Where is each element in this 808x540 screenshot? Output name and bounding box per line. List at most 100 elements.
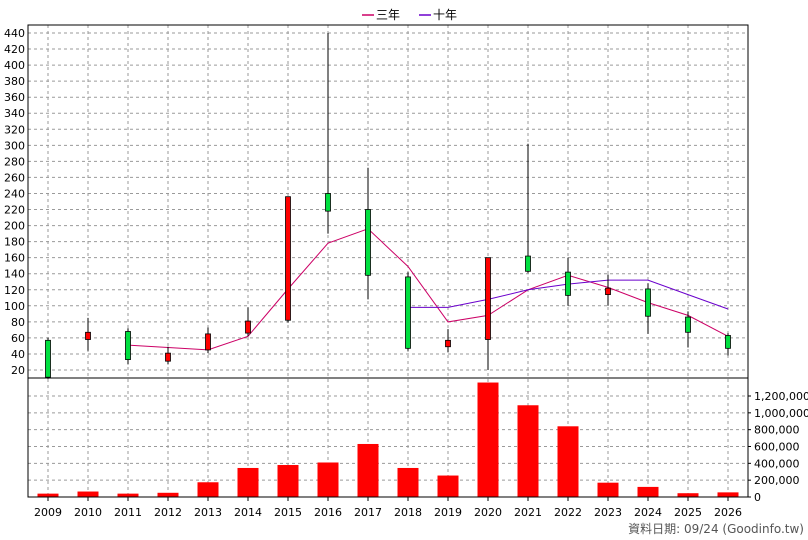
candle-body-2012 [165, 352, 171, 362]
price-tick-label: 160 [4, 252, 25, 265]
candle-2022 [565, 257, 571, 306]
price-tick-label: 240 [4, 187, 25, 200]
candle-body-2024 [645, 288, 651, 317]
price-tick-label: 360 [4, 91, 25, 104]
x-tick-label-2021: 2021 [514, 506, 542, 519]
volume-bar-2012 [157, 492, 179, 497]
candle-2024 [645, 283, 651, 334]
candle-2020 [485, 257, 491, 370]
volume-bar-2010 [77, 491, 99, 497]
chart-legend: 三年 十年 [362, 8, 457, 22]
legend-label-1: 十年 [433, 8, 457, 22]
candle-2019 [445, 329, 451, 353]
candle-body-2025 [685, 316, 691, 333]
price-tick-label: 420 [4, 43, 25, 56]
candle-2021 [525, 143, 531, 273]
price-tick-label: 40 [11, 348, 25, 361]
price-tick-label: 340 [4, 107, 25, 120]
x-tick-label-2009: 2009 [34, 506, 62, 519]
price-tick-label: 200 [4, 220, 25, 233]
price-tick-label: 260 [4, 171, 25, 184]
x-tick-label-2018: 2018 [394, 506, 422, 519]
volume-bar-2021 [517, 405, 539, 497]
candle-2013 [205, 327, 211, 354]
volume-bar-2024 [637, 486, 659, 497]
price-tick-label: 280 [4, 155, 25, 168]
x-axis: 2009 2010 2011 2012 2013 2014 2015 2016 2017 2018… [28, 496, 748, 519]
x-tick-label-2024: 2024 [634, 506, 662, 519]
candle-2009 [45, 337, 51, 379]
volume-bar-2020 [477, 382, 499, 497]
x-tick-label-2013: 2013 [194, 506, 222, 519]
candle-body-2020 [485, 257, 491, 340]
price-tick-label: 80 [11, 316, 25, 329]
candle-body-2019 [445, 339, 451, 348]
price-tick-label: 20 [11, 364, 25, 377]
x-tick-label-2015: 2015 [274, 506, 302, 519]
price-tick-label: 140 [4, 268, 25, 281]
candle-body-2023 [605, 287, 611, 295]
candle-2017 [365, 167, 371, 300]
candle-body-2011 [125, 331, 131, 360]
volume-bar-2026 [717, 492, 739, 497]
price-tick-label: 320 [4, 123, 25, 136]
price-tick-label: 400 [4, 59, 25, 72]
candle-body-2026 [725, 335, 731, 349]
candle-2016 [325, 33, 331, 234]
price-tick-label: 120 [4, 284, 25, 297]
volume-bar-2011 [117, 493, 139, 497]
volume-bar-2014 [237, 467, 259, 497]
price-tick-label: 180 [4, 236, 25, 249]
candle-body-2018 [405, 276, 411, 349]
x-tick-label-2020: 2020 [474, 506, 502, 519]
volume-tick-label: 600,000 [754, 441, 800, 454]
volume-tick-label: 0 [754, 491, 761, 504]
volume-bar-2022 [557, 426, 579, 497]
x-tick-label-2016: 2016 [314, 506, 342, 519]
candle-body-2016 [325, 193, 331, 212]
candle-2014 [245, 307, 251, 337]
price-tick-label: 100 [4, 300, 25, 313]
x-tick-label-2019: 2019 [434, 506, 462, 519]
volume-bar-2018 [397, 467, 419, 497]
price-tick-label: 300 [4, 139, 25, 152]
candle-2012 [165, 346, 171, 365]
x-tick-label-2026: 2026 [714, 506, 742, 519]
candle-body-2021 [525, 255, 531, 272]
volume-panel: 0 200,000 400,000 600,000 800,000 1,000,000 1,… [27, 377, 808, 504]
price-tick-label: 440 [4, 27, 25, 40]
x-tick-label-2011: 2011 [114, 506, 142, 519]
price-panel: 20 40 60 80 100 120 140 160 180 200 220 240 260 280 30… [4, 24, 749, 497]
price-tick-label: 60 [11, 332, 25, 345]
x-tick-label-2025: 2025 [674, 506, 702, 519]
volume-tick-label: 1,200,000 [754, 390, 808, 403]
candle-body-2009 [45, 339, 51, 378]
volume-bar-2015 [277, 465, 299, 497]
candle-body-2015 [285, 196, 291, 321]
x-tick-label-2022: 2022 [554, 506, 582, 519]
candle-2023 [605, 274, 611, 306]
candle-body-2013 [205, 333, 211, 351]
volume-bar-2025 [677, 493, 699, 497]
ma-line-0 [127, 228, 729, 351]
candle-body-2017 [365, 209, 371, 276]
volume-bar-2019 [437, 475, 459, 497]
x-tick-label-2012: 2012 [154, 506, 182, 519]
volume-bar-2023 [597, 482, 619, 497]
candle-2026 [725, 333, 731, 356]
x-tick-label-2017: 2017 [354, 506, 382, 519]
candle-2011 [125, 328, 131, 365]
volume-tick-label: 1,000,000 [754, 407, 808, 420]
price-tick-label: 220 [4, 204, 25, 217]
candle-2018 [405, 272, 411, 351]
x-tick-label-2014: 2014 [234, 506, 262, 519]
candle-2015 [285, 196, 291, 323]
candle-body-2022 [565, 271, 571, 296]
x-tick-label-2023: 2023 [594, 506, 622, 519]
candle-body-2010 [85, 331, 91, 340]
volume-tick-label: 400,000 [754, 457, 800, 470]
candle-2025 [685, 311, 691, 348]
volume-bar-2016 [317, 462, 339, 497]
legend-label-0: 三年 [376, 8, 400, 22]
